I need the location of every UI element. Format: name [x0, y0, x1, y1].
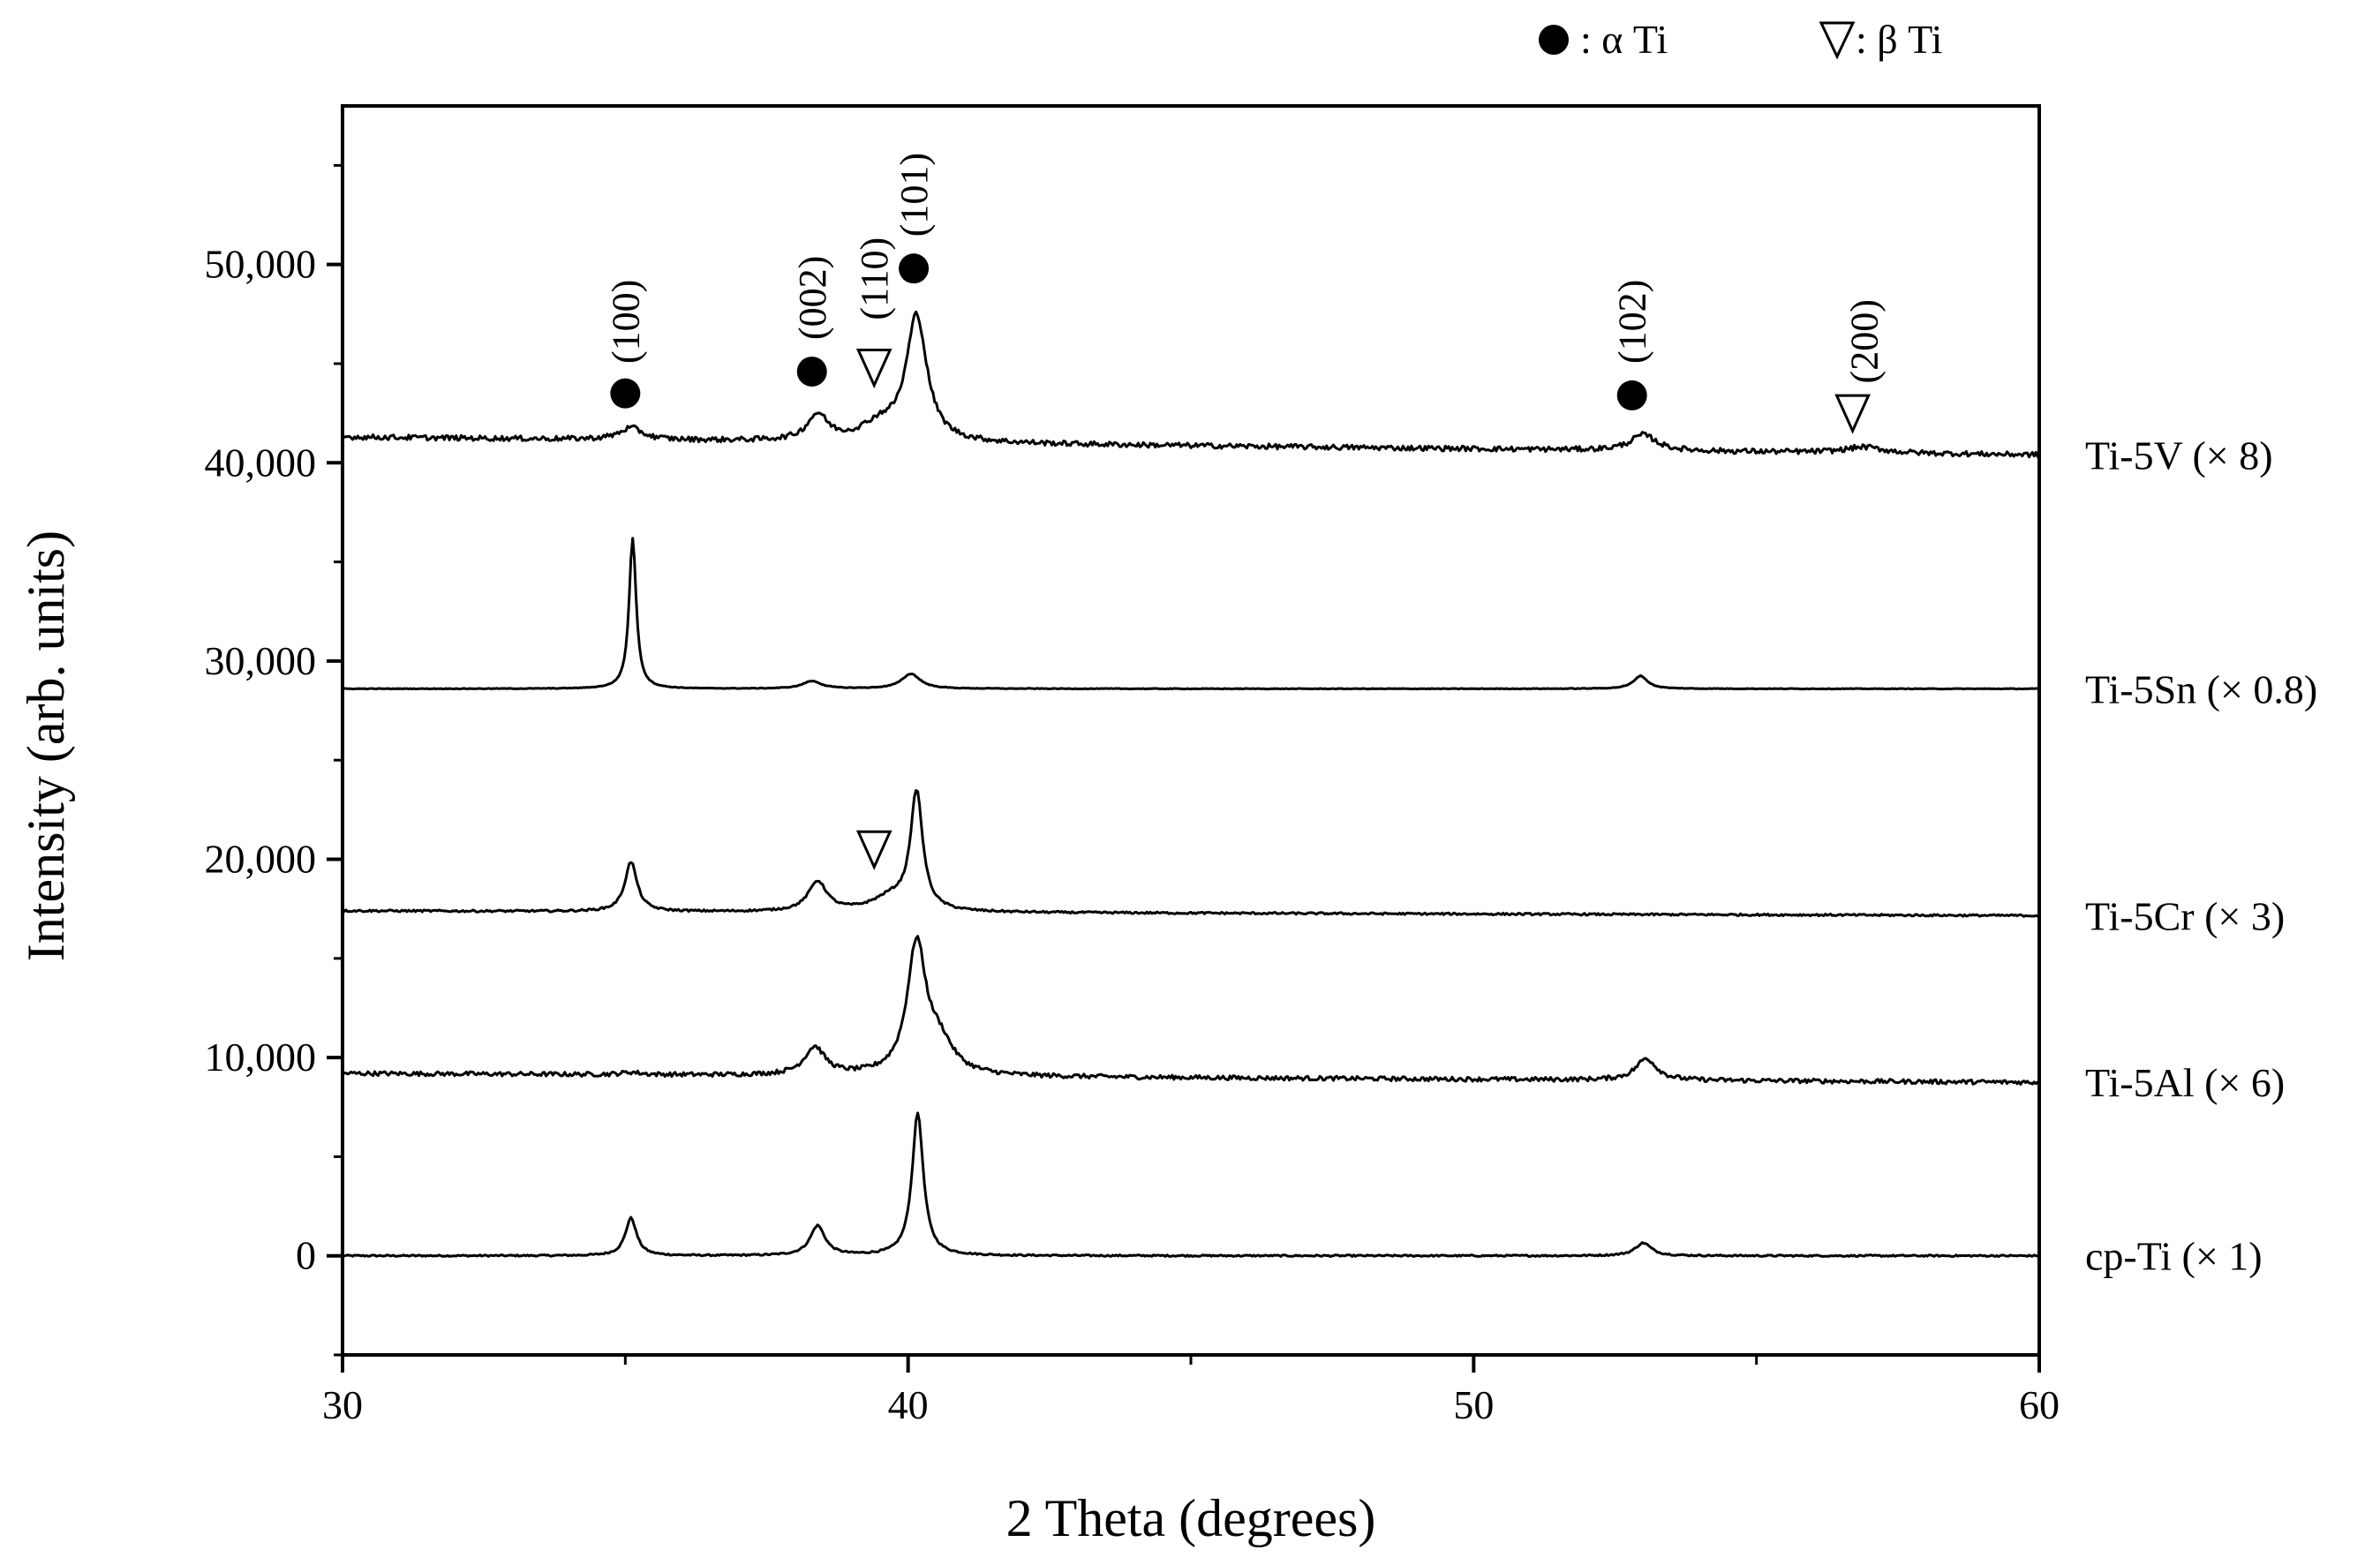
series-label: cp-Ti (× 1) [2085, 1234, 2263, 1279]
y-tick-label: 30,000 [205, 638, 317, 683]
series-lines [341, 310, 2041, 1259]
y-axis-title: Intensity (arb. units) [17, 530, 75, 961]
y-tick-label: 50,000 [205, 242, 317, 287]
legend-alpha-label: : α Ti [1580, 17, 1668, 62]
alpha-ti-marker [1616, 380, 1647, 410]
y-tick-label: 20,000 [205, 836, 317, 881]
peak-label: (200) [1842, 299, 1886, 383]
plot-frame [341, 104, 2041, 1357]
series-line [342, 1111, 2040, 1259]
y-tick-label: 40,000 [205, 440, 317, 485]
peak-label: (002) [791, 256, 834, 340]
x-axis: 30 40 50 60 [322, 1355, 2060, 1427]
series-label: Ti-5Sn (× 0.8) [2085, 666, 2317, 711]
series-line [341, 310, 2041, 459]
y-axis: 0 10,000 20,000 30,000 40,000 50,000 [205, 163, 343, 1357]
peak-label: (100) [604, 280, 647, 364]
beta-ti-marker [855, 348, 892, 389]
series-label: Ti-5Al (× 6) [2085, 1060, 2285, 1105]
y-tick-label: 0 [296, 1233, 316, 1278]
peak-label: (101) [892, 153, 936, 237]
x-tick-label: 30 [322, 1382, 363, 1427]
series-label: Ti-5Cr (× 3) [2085, 893, 2285, 938]
x-tick-label: 40 [888, 1382, 929, 1427]
legend-beta-marker [1819, 21, 1856, 60]
series-line [342, 789, 2040, 918]
peak-label: (102) [1611, 280, 1654, 364]
legend: : α Ti : β Ti [1539, 17, 1942, 62]
beta-ti-marker [1834, 394, 1871, 434]
peak-label: (110) [853, 237, 896, 320]
alpha-ti-marker [899, 253, 930, 284]
beta-ti-marker [855, 830, 892, 870]
legend-alpha-marker [1539, 25, 1569, 55]
y-tick-label: 10,000 [205, 1035, 317, 1080]
series-label: Ti-5V (× 8) [2085, 433, 2273, 478]
alpha-ti-marker [610, 378, 641, 409]
x-axis-title: 2 Theta (degrees) [1006, 1489, 1376, 1547]
peak-annotations: (100) (002) (110)(101) (102) (200) [604, 153, 1886, 870]
series-line [342, 537, 2040, 691]
x-tick-label: 50 [1453, 1382, 1494, 1427]
legend-beta-label: : β Ti [1856, 17, 1942, 62]
alpha-ti-marker [796, 356, 827, 387]
x-tick-label: 60 [2019, 1382, 2060, 1427]
series-line [342, 935, 2040, 1086]
series-labels: cp-Ti (× 1) Ti-5Al (× 6) Ti-5Cr (× 3) Ti-5S… [2085, 433, 2317, 1278]
